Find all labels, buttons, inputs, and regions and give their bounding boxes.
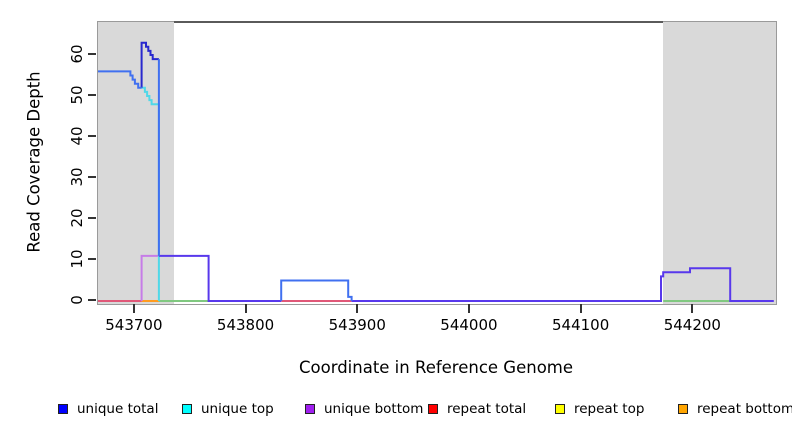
series-unique-total-main — [280, 279, 353, 301]
y-tick — [88, 135, 96, 137]
plot-top-border-line — [173, 21, 664, 23]
legend-item-unique-bottom: unique bottom — [305, 401, 423, 417]
y-tick — [88, 176, 96, 178]
series-unique-total-bottom-overlay — [351, 267, 774, 302]
x-axis-title: Coordinate in Reference Genome — [298, 358, 574, 377]
series-unique-total-bottom-overlay — [158, 254, 282, 302]
legend-label: unique bottom — [324, 401, 424, 417]
y-tick — [88, 217, 96, 219]
legend-swatch-icon — [678, 404, 688, 414]
x-tick — [467, 304, 470, 313]
y-tick-label: 40 — [68, 126, 86, 146]
x-tick-label: 543700 — [105, 316, 163, 334]
x-tick-label: 544000 — [440, 316, 498, 334]
y-tick — [88, 299, 96, 301]
legend-swatch-icon — [428, 404, 438, 414]
y-tick — [88, 94, 96, 96]
y-tick-label: 50 — [68, 85, 86, 105]
legend-swatch-icon — [58, 404, 68, 414]
series-unique-top-steps — [141, 86, 160, 301]
legend-item-repeat-total: repeat total — [428, 401, 526, 417]
x-tick — [691, 304, 694, 313]
legend-label: repeat bottom — [697, 401, 792, 417]
y-tick — [88, 53, 96, 55]
x-tick — [356, 304, 359, 313]
right-gray-region — [663, 22, 776, 304]
x-tick — [132, 304, 135, 313]
x-tick — [579, 304, 582, 313]
y-tick-label: 0 — [68, 295, 86, 305]
series-unique-bottom-step — [140, 254, 159, 301]
x-tick-label: 544100 — [552, 316, 610, 334]
legend-swatch-icon — [555, 404, 565, 414]
y-tick-label: 30 — [68, 167, 86, 187]
left-gray-region — [98, 22, 174, 304]
legend-item-repeat-bottom: repeat bottom — [678, 401, 792, 417]
y-tick — [88, 258, 96, 260]
legend-swatch-icon — [182, 404, 192, 414]
legend-item-unique-total: unique total — [58, 401, 158, 417]
legend-label: unique top — [201, 401, 274, 417]
y-axis-title: Read Coverage Depth — [24, 71, 44, 253]
y-tick-label: 20 — [68, 208, 86, 228]
y-tick-label: 60 — [68, 44, 86, 64]
x-tick-label: 543800 — [216, 316, 275, 334]
legend-label: repeat total — [447, 401, 527, 417]
x-tick-label: 544200 — [663, 316, 721, 334]
y-tick-label: 10 — [68, 249, 86, 269]
series-unique-total-main — [98, 70, 142, 89]
legend-swatch-icon — [305, 404, 315, 414]
series-unique-total-peak — [140, 41, 159, 88]
x-tick-label: 543900 — [328, 316, 386, 334]
x-tick — [244, 304, 247, 313]
legend-label: repeat top — [574, 401, 645, 417]
plot-area — [97, 21, 777, 305]
legend-label: unique total — [77, 401, 159, 417]
legend-item-repeat-top: repeat top — [555, 401, 644, 417]
legend-item-unique-top: unique top — [182, 401, 274, 417]
